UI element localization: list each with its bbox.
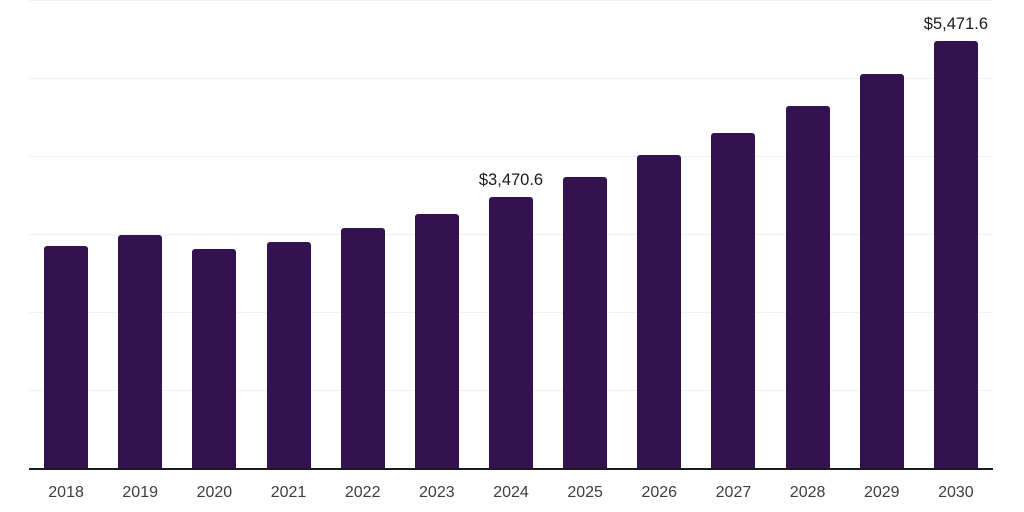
bar-2022 (340, 227, 385, 468)
x-axis-label-2022: 2022 (344, 484, 381, 501)
x-axis-tick-labels: 2018 2019 2020 2021 2022 2023 2024 2025 2026 2027… (29, 483, 993, 509)
plot-area: $3,470.6 $5,471.6 (29, 0, 993, 470)
bar-value-label-2024: $3,470.6 (478, 171, 544, 190)
gridline-6000 (29, 0, 993, 1)
x-axis-line (29, 468, 993, 470)
x-axis-label-2027: 2027 (715, 484, 752, 501)
bar-2025 (563, 177, 608, 468)
bar-2028 (785, 105, 830, 468)
x-axis-label-2018: 2018 (48, 484, 84, 501)
bar-2023 (414, 213, 459, 468)
x-axis-label-2029: 2029 (863, 484, 900, 501)
x-axis-label-2026: 2026 (641, 484, 678, 501)
bar-2027 (711, 133, 756, 468)
bar-2029 (859, 73, 904, 468)
bar-2026 (637, 154, 682, 468)
x-axis-label-2025: 2025 (567, 484, 603, 501)
x-axis-label-2021: 2021 (270, 484, 307, 501)
bar-2024 (489, 197, 533, 468)
x-axis-label-2020: 2020 (196, 484, 233, 501)
x-axis-label-2019: 2019 (122, 484, 158, 501)
bar-2020 (192, 248, 237, 468)
bar-2018 (44, 245, 89, 468)
gridline-5000 (29, 78, 993, 79)
x-axis-label-2023: 2023 (419, 484, 455, 501)
x-axis-label-2030: 2030 (938, 484, 974, 501)
bar-2030 (933, 41, 978, 468)
bar-2021 (266, 241, 311, 468)
x-axis-label-2024: 2024 (493, 484, 529, 501)
bar-2019 (118, 234, 163, 468)
x-axis-label-2028: 2028 (789, 484, 826, 501)
bar-value-label-2030: $5,471.6 (923, 15, 989, 34)
gridline-4000 (29, 156, 993, 157)
